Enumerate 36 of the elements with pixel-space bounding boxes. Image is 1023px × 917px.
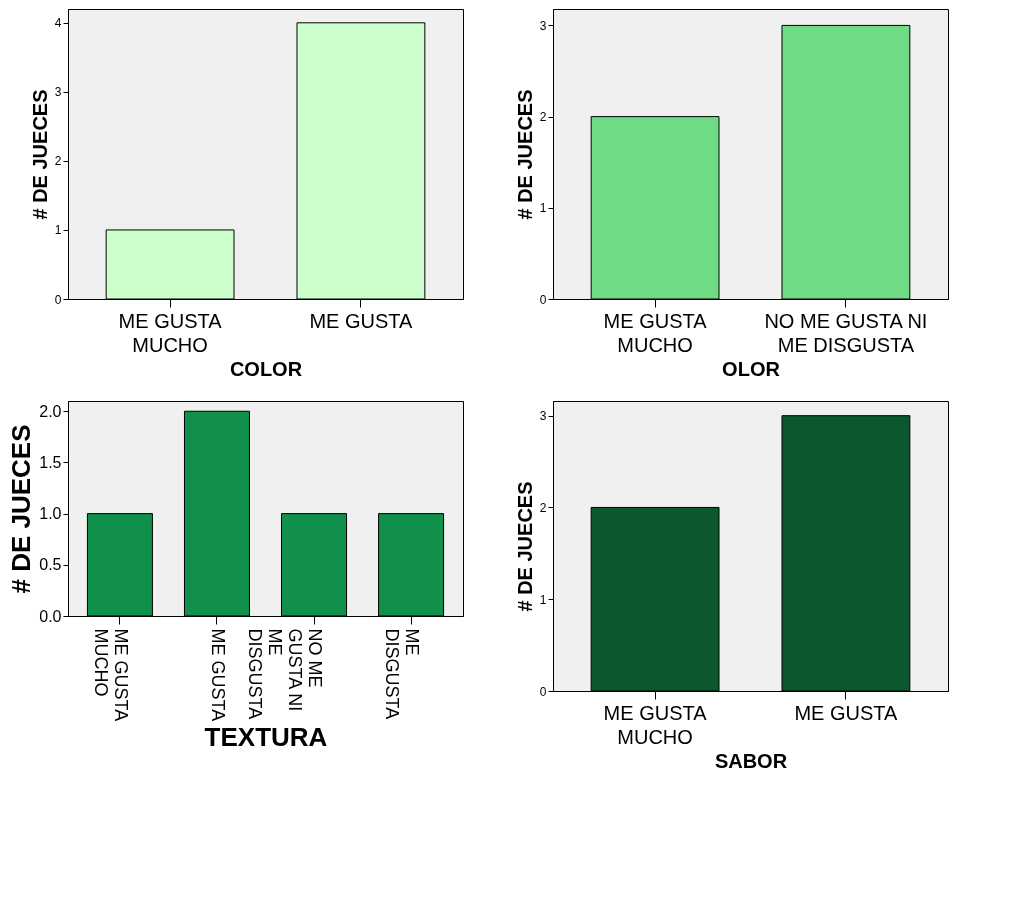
y-tick-label: 0 (54, 292, 62, 307)
y-tick-label: 0.0 (39, 607, 62, 625)
y-tick-label: 0.5 (39, 556, 62, 574)
x-tick-label: ME GUSTA MUCHO (603, 701, 708, 748)
x-tick-label: ME GUSTA MUCHO (603, 309, 708, 356)
y-tick-label: 0 (539, 292, 547, 307)
y-axis-title: # DE JUECES (28, 89, 51, 220)
y-tick-label: 1 (539, 592, 547, 607)
y-tick-label: 2 (539, 110, 547, 125)
y-tick-label: 3 (539, 18, 547, 33)
y-tick-label: 1.0 (39, 505, 62, 523)
y-tick-label: 3 (54, 85, 62, 100)
y-tick-label: 2 (539, 500, 547, 515)
y-axis-title: # DE JUECES (513, 89, 536, 220)
y-tick-label: 1 (54, 223, 62, 238)
x-tick-label: NO ME GUSTA NI ME DISGUSTA (245, 628, 326, 720)
x-tick-label: ME GUSTA MUCHO (90, 628, 131, 722)
y-axis-title: # DE JUECES (6, 424, 37, 594)
x-tick-label: ME GUSTA (794, 701, 899, 724)
y-tick-label: 2 (54, 154, 62, 169)
x-tick-label: ME GUSTA MUCHO (118, 309, 223, 356)
y-tick-label: 1.5 (39, 453, 62, 471)
x-tick-label: ME GUSTA (309, 309, 414, 332)
x-tick-label: ME GUSTA (207, 628, 228, 722)
y-tick-label: 3 (539, 409, 547, 424)
x-axis-title: TEXTURA (204, 722, 328, 753)
x-axis-title: SABOR (714, 749, 788, 772)
x-axis-title: COLOR (229, 357, 303, 380)
y-axis-title: # DE JUECES (513, 481, 536, 612)
x-tick-label: ME DISGUSTA (382, 628, 423, 720)
x-tick-label: NO ME GUSTA NI ME DISGUSTA (764, 309, 928, 356)
x-axis-title: OLOR (722, 357, 781, 380)
y-tick-label: 0 (539, 684, 547, 699)
y-tick-label: 1 (539, 201, 547, 216)
y-tick-label: 4 (54, 16, 62, 31)
y-tick-label: 2.0 (39, 402, 62, 420)
